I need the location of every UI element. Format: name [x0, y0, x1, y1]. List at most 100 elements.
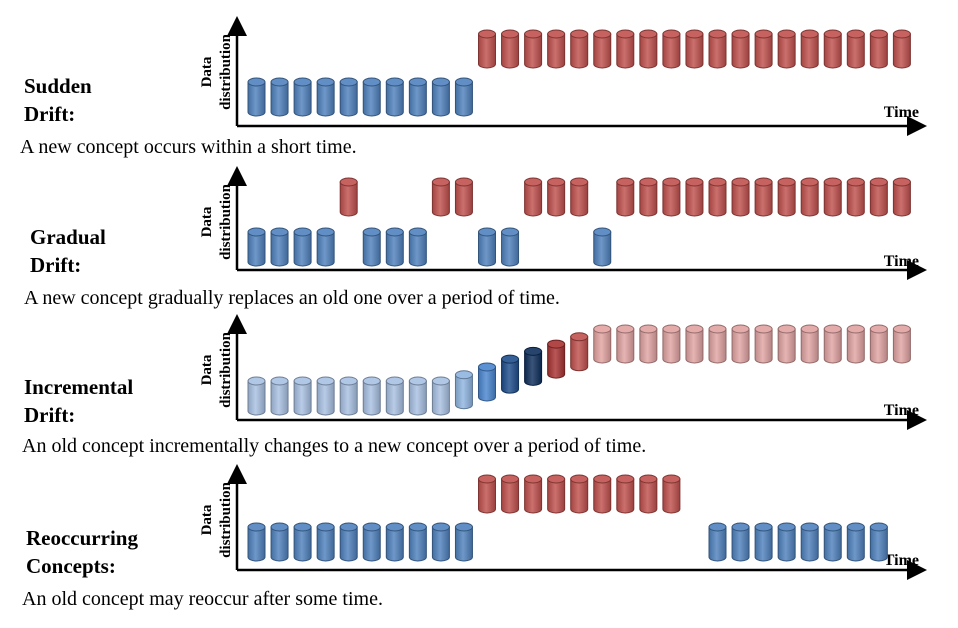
new-concept-cylinder [616, 474, 635, 514]
new-concept-cylinder [501, 474, 520, 514]
new-concept-cylinder [869, 29, 888, 69]
new-concept-cylinder [616, 29, 635, 69]
old-concept-cylinder [385, 227, 404, 267]
transition-cylinder [270, 376, 289, 416]
new-concept-cylinder [478, 29, 496, 69]
old-concept-cylinder [270, 522, 289, 562]
transition-cylinder [362, 376, 381, 416]
transition-cylinder [639, 324, 658, 364]
y-axis-label: Data distribution [199, 183, 234, 260]
new-concept-cylinder [639, 474, 658, 514]
new-concept-cylinder [639, 29, 658, 69]
old-concept-cylinder [316, 522, 335, 562]
old-concept-cylinder [777, 522, 796, 562]
old-concept-cylinder [316, 227, 335, 267]
transition-cylinder [777, 324, 796, 364]
y-axis-label: Data distribution [199, 33, 234, 110]
transition-cylinder [385, 376, 404, 416]
new-concept-cylinder [892, 29, 911, 69]
transition-cylinder [431, 376, 450, 416]
old-concept-cylinder [408, 522, 427, 562]
new-concept-cylinder [593, 474, 612, 514]
new-concept-cylinder [754, 177, 773, 217]
transition-cylinder [616, 324, 635, 364]
old-concept-cylinder [454, 77, 473, 117]
new-concept-cylinder [708, 177, 727, 217]
old-concept-cylinder [408, 77, 427, 117]
new-concept-cylinder [662, 177, 681, 217]
old-concept-cylinder [293, 227, 312, 267]
transition-cylinder [408, 376, 427, 416]
new-concept-cylinder [524, 29, 543, 69]
y-axis-label: Data distribution [199, 481, 234, 558]
old-concept-cylinder [823, 522, 842, 562]
gradual-drift-description: A new concept gradually replaces an old … [24, 287, 560, 309]
transition-cylinder [685, 324, 704, 364]
transition-cylinder [593, 324, 612, 364]
old-concept-cylinder [478, 227, 496, 267]
reoccurring-concepts-description: An old concept may reoccur after some ti… [22, 588, 383, 610]
transition-cylinder [547, 339, 566, 379]
old-concept-cylinder [869, 522, 888, 562]
time-axis-label: Time [884, 552, 919, 569]
new-concept-cylinder [846, 29, 865, 69]
new-concept-cylinder [731, 177, 750, 217]
old-concept-cylinder [731, 522, 750, 562]
new-concept-cylinder [823, 29, 842, 69]
new-concept-cylinder [431, 177, 450, 217]
old-concept-cylinder [385, 77, 404, 117]
transition-cylinder [892, 324, 911, 364]
new-concept-cylinder [662, 474, 681, 514]
old-concept-cylinder [708, 522, 727, 562]
new-concept-cylinder [639, 177, 658, 217]
old-concept-cylinder [362, 77, 381, 117]
new-concept-cylinder [869, 177, 888, 217]
transition-cylinder [662, 324, 681, 364]
new-concept-cylinder [685, 29, 704, 69]
transition-cylinder [731, 324, 750, 364]
old-concept-cylinder [754, 522, 773, 562]
old-concept-cylinder [247, 227, 266, 267]
new-concept-cylinder [547, 474, 566, 514]
new-concept-cylinder [570, 474, 589, 514]
incremental-drift-description: An old concept incrementally changes to … [22, 435, 647, 457]
old-concept-cylinder [846, 522, 865, 562]
transition-cylinder [478, 362, 496, 402]
new-concept-cylinder [892, 177, 911, 217]
time-axis-label: Time [884, 402, 919, 419]
new-concept-cylinder [662, 29, 681, 69]
transition-cylinder [846, 324, 865, 364]
old-concept-cylinder [593, 227, 612, 267]
reoccurring-chart: Data distribution Time [199, 464, 927, 580]
transition-cylinder [524, 346, 543, 386]
old-concept-cylinder [316, 77, 335, 117]
incremental-drift-title-line2: Drift: [24, 403, 76, 427]
transition-cylinder [754, 324, 773, 364]
old-concept-cylinder [247, 522, 266, 562]
new-concept-cylinder [800, 177, 819, 217]
transition-cylinder [570, 332, 589, 372]
old-concept-cylinder [362, 227, 381, 267]
reoccurring-concepts-title-line2: Concepts: [26, 554, 116, 578]
old-concept-cylinder [431, 522, 450, 562]
new-concept-cylinder [800, 29, 819, 69]
old-concept-cylinder [247, 77, 266, 117]
old-concept-cylinder [362, 522, 381, 562]
new-concept-cylinder [777, 177, 796, 217]
new-concept-cylinder [846, 177, 865, 217]
transition-cylinder [316, 376, 335, 416]
transition-cylinder [869, 324, 888, 364]
old-concept-cylinder [800, 522, 819, 562]
old-concept-cylinder [501, 227, 520, 267]
sudden-drift-title: Sudden Drift: [24, 72, 92, 128]
new-concept-cylinder [616, 177, 635, 217]
incremental-chart: Data distribution Time [199, 314, 927, 430]
new-concept-cylinder [501, 29, 520, 69]
reoccurring-concepts-title-line1: Reoccurring [26, 526, 138, 550]
old-concept-cylinder [454, 522, 473, 562]
time-axis-label: Time [884, 253, 919, 270]
transition-cylinder [823, 324, 842, 364]
time-axis-label: Time [884, 104, 919, 121]
transition-cylinder [247, 376, 266, 416]
transition-cylinder [800, 324, 819, 364]
